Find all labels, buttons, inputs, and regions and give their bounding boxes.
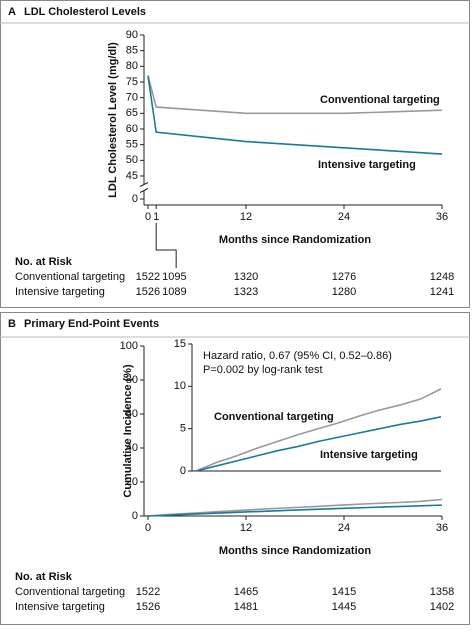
y-tick-label: 20: [126, 476, 138, 488]
risk-count: 1522: [136, 271, 160, 283]
panel-a-frame: [0, 0, 470, 308]
x-tick-label: 36: [436, 211, 448, 223]
inset-y-tick-label: 0: [180, 465, 186, 477]
series-line: [195, 388, 442, 472]
y-tick-label: 45: [126, 170, 138, 182]
axis-break-gap: [140, 184, 148, 191]
risk-row-name: Intensive targeting: [15, 286, 105, 298]
y-tick-label: 0: [132, 510, 138, 522]
series-line: [147, 75, 443, 155]
y-tick-label: 0: [132, 193, 138, 205]
annotation: Hazard ratio, 0.67 (95% CI, 0.52–0.86): [203, 350, 392, 362]
panel-letter: B: [8, 318, 16, 330]
y-axis-label: Cumulative Incidence (%): [122, 364, 134, 498]
series-line: [195, 416, 442, 472]
inset-y-tick-label: 10: [174, 380, 186, 392]
panel-title: LDL Cholesterol Levels: [24, 6, 146, 18]
series-line: [147, 75, 443, 115]
risk-count: 1445: [332, 601, 356, 613]
risk-count: 1481: [234, 601, 258, 613]
y-tick-label: 80: [126, 374, 138, 386]
x-tick-label: 12: [240, 522, 252, 534]
risk-count: 1415: [332, 586, 356, 598]
inset-y-tick-label: 5: [180, 423, 186, 435]
y-tick-label: 75: [126, 76, 138, 88]
risk-count: 1522: [136, 586, 160, 598]
y-tick-label: 50: [126, 154, 138, 166]
y-tick-label: 85: [126, 45, 138, 57]
risk-count: 1248: [430, 271, 454, 283]
x-tick-label: 36: [436, 522, 448, 534]
risk-count: 1358: [430, 586, 454, 598]
y-tick-label: 60: [126, 408, 138, 420]
panel-letter: A: [8, 6, 16, 18]
x-tick-label: 24: [338, 522, 350, 534]
risk-count: 1526: [136, 601, 160, 613]
series-label: Conventional targeting: [320, 94, 440, 106]
x-tick-label: 0: [145, 522, 151, 534]
series-line: [147, 498, 443, 517]
x-tick-label: 0: [145, 211, 151, 223]
y-tick-label: 100: [120, 340, 138, 352]
x-axis-label: Months since Randomization: [219, 545, 371, 557]
risk-count: 1089: [162, 286, 186, 298]
risk-count: 1241: [430, 286, 454, 298]
series-label: Intensive targeting: [318, 159, 416, 171]
x-axis-label: Months since Randomization: [219, 234, 371, 246]
y-tick-label: 90: [126, 29, 138, 41]
risk-bracket: [155, 223, 177, 268]
series-label: Conventional targeting: [214, 411, 334, 423]
risk-title: No. at Risk: [15, 571, 73, 583]
y-tick-label: 40: [126, 442, 138, 454]
risk-count: 1280: [332, 286, 356, 298]
risk-title: No. at Risk: [15, 256, 73, 268]
series-line: [147, 504, 443, 517]
annotation: P=0.002 by log-rank test: [203, 364, 323, 376]
axis-break: [139, 182, 149, 187]
axis-break: [139, 188, 149, 193]
y-tick-label: 65: [126, 107, 138, 119]
risk-count: 1276: [332, 271, 356, 283]
x-tick-label: 1: [153, 211, 159, 223]
risk-row-name: Intensive targeting: [15, 601, 105, 613]
risk-count: 1323: [234, 286, 258, 298]
series-label: Intensive targeting: [320, 449, 418, 461]
risk-count: 1320: [234, 271, 258, 283]
risk-row-name: Conventional targeting: [15, 271, 125, 283]
risk-count: 1465: [234, 586, 258, 598]
x-tick-label: 24: [338, 211, 350, 223]
y-tick-label: 55: [126, 139, 138, 151]
inset-y-tick-label: 15: [174, 338, 186, 350]
y-tick-label: 80: [126, 60, 138, 72]
risk-count: 1402: [430, 601, 454, 613]
y-tick-label: 70: [126, 92, 138, 104]
panel-title: Primary End-Point Events: [24, 318, 159, 330]
panel-b-frame: [0, 312, 470, 625]
x-tick-label: 12: [240, 211, 252, 223]
y-tick-label: 60: [126, 123, 138, 135]
risk-count: 1526: [136, 286, 160, 298]
y-axis-label: LDL Cholesterol Level (mg/dl): [107, 42, 119, 198]
risk-count: 1095: [162, 271, 186, 283]
risk-row-name: Conventional targeting: [15, 586, 125, 598]
